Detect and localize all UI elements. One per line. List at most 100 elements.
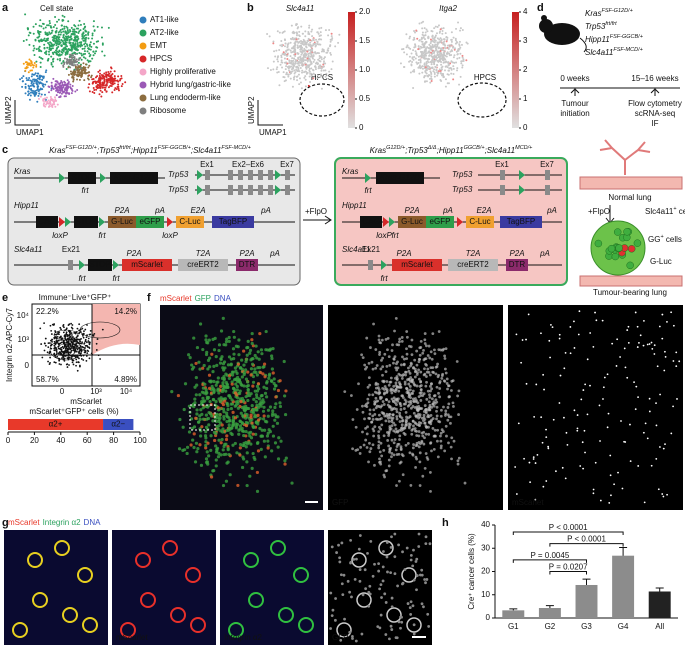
site-triangle (113, 260, 119, 270)
flow-event (68, 336, 71, 339)
umap-point (440, 47, 443, 50)
tissue-signal (648, 397, 651, 400)
cell (170, 607, 186, 623)
tissue-signal (222, 417, 226, 421)
tissue-signal (381, 579, 385, 583)
umap-point (436, 64, 439, 67)
umap-point (39, 61, 42, 64)
tissue-signal (409, 396, 412, 400)
tissue-signal (232, 329, 236, 334)
umap-point (457, 49, 460, 52)
tissue-signal (265, 434, 270, 438)
tissue-signal (426, 457, 430, 461)
umap-point (447, 64, 450, 67)
umap-point (424, 41, 427, 44)
tissue-signal (411, 604, 415, 608)
flow-event (72, 354, 75, 357)
umap-point (462, 60, 465, 63)
tissue-signal (278, 404, 283, 409)
umap-point (77, 27, 80, 30)
cell (401, 567, 417, 583)
flow-event (59, 326, 62, 329)
tissue-signal (251, 380, 256, 384)
umap-point (301, 32, 304, 35)
umap-point (304, 41, 307, 44)
tissue-signal (255, 441, 260, 445)
channel-label: mScarlet (116, 633, 148, 642)
umap-point (80, 71, 83, 74)
umap-point (285, 50, 288, 53)
y-tick-label: 30 (481, 543, 490, 552)
site-triangle (59, 217, 65, 227)
tissue-signal (221, 427, 225, 431)
umap-point (300, 53, 303, 56)
tissue-signal (438, 381, 442, 385)
umap-point (280, 61, 283, 64)
tissue-signal (397, 389, 401, 393)
text-segment: Kras (49, 146, 65, 155)
flow-event (56, 335, 59, 338)
construct-label: pA (539, 249, 550, 258)
text-segment: ;Slc4a11 (485, 146, 516, 155)
tissue-signal (212, 430, 217, 434)
tissue-signal (386, 430, 389, 434)
tissue-signal (514, 466, 517, 468)
umap-point (105, 90, 108, 93)
tissue-signal (430, 357, 434, 361)
panel-label: a (2, 2, 9, 14)
umap-point (124, 81, 127, 84)
cell (278, 607, 294, 623)
construct-label: pA (546, 206, 557, 215)
tissue-signal (407, 369, 411, 373)
umap-point (24, 69, 27, 72)
umap-point (427, 58, 430, 61)
tissue-signal (378, 353, 381, 356)
tissue-signal (408, 393, 412, 397)
site-triangle (167, 217, 173, 227)
umap-point (107, 71, 110, 74)
tissue-signal (377, 390, 381, 394)
tissue-signal (226, 363, 231, 367)
umap-point (434, 43, 437, 46)
umap-point (311, 68, 314, 71)
tissue-signal (582, 467, 585, 470)
tissue-signal (551, 326, 554, 328)
umap-point (434, 65, 437, 68)
cell (270, 540, 286, 556)
umap-point (67, 82, 70, 85)
umap-point (72, 76, 75, 79)
tissue-signal (446, 406, 450, 409)
umap-point (63, 39, 66, 42)
tissue-signal (381, 565, 385, 569)
tissue-signal (607, 412, 610, 415)
tissue-signal (218, 399, 223, 404)
tissue-signal (196, 446, 200, 451)
tissue-signal (251, 384, 255, 388)
flow-event (85, 336, 88, 339)
tissue-signal (207, 410, 211, 415)
umap-point (64, 81, 67, 84)
colorbar-tick-label: 2.0 (359, 7, 371, 16)
umap-point (308, 26, 311, 29)
umap-point (456, 69, 459, 72)
umap-point (50, 55, 53, 58)
umap-point (461, 60, 464, 63)
tissue-signal (415, 557, 419, 561)
tissue-signal (244, 420, 248, 425)
site-triangle (65, 217, 71, 227)
umap-point (117, 89, 120, 92)
umap-point (431, 46, 434, 49)
umap-point (34, 72, 37, 75)
umap-point (405, 53, 408, 56)
umap-point (86, 44, 89, 47)
umap-point (433, 45, 436, 48)
tissue-signal (428, 356, 432, 360)
tissue-signal (267, 376, 271, 380)
umap-point (28, 62, 31, 65)
tissue-signal (244, 395, 248, 399)
tissue-signal (534, 498, 537, 501)
umap-point (110, 74, 113, 77)
tissue-signal (609, 454, 612, 457)
tissue-signal (338, 556, 342, 560)
tissue-signal (278, 401, 282, 405)
